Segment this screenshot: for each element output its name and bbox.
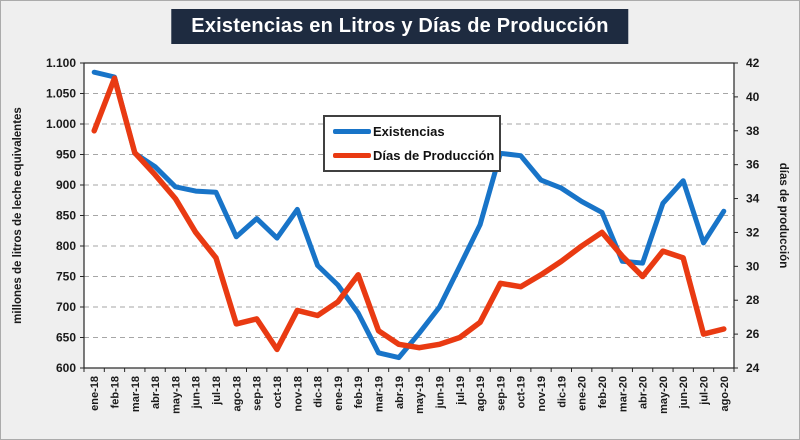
svg-text:jun-18: jun-18 <box>191 376 203 409</box>
svg-text:850: 850 <box>56 209 76 223</box>
svg-text:ene-18: ene-18 <box>89 376 101 411</box>
svg-text:oct-18: oct-18 <box>272 376 284 408</box>
svg-text:nov-18: nov-18 <box>292 376 304 411</box>
legend-label-existencias: Existencias <box>373 124 445 139</box>
y-axis-right-title: días de producción <box>777 163 789 268</box>
svg-text:dic-19: dic-19 <box>556 376 568 408</box>
svg-text:28: 28 <box>746 293 760 307</box>
x-axis-ticks <box>83 368 735 372</box>
svg-text:jul-20: jul-20 <box>699 376 711 406</box>
svg-text:900: 900 <box>56 178 76 192</box>
svg-text:feb-18: feb-18 <box>109 376 121 408</box>
y-axis-right-labels: 42 40 38 36 34 32 30 28 26 24 <box>746 56 760 375</box>
svg-text:abr-19: abr-19 <box>394 376 406 409</box>
svg-text:mar-18: mar-18 <box>130 376 142 412</box>
svg-text:feb-19: feb-19 <box>353 376 365 408</box>
svg-text:may-20: may-20 <box>658 376 670 414</box>
chart-title: Existencias en Litros y Días de Producci… <box>171 9 629 44</box>
svg-text:mar-19: mar-19 <box>374 376 386 412</box>
svg-text:42: 42 <box>746 56 760 70</box>
svg-text:mar-20: mar-20 <box>617 376 629 412</box>
svg-text:32: 32 <box>746 225 760 239</box>
svg-text:30: 30 <box>746 259 760 273</box>
legend-label-dias: Días de Producción <box>373 148 495 163</box>
svg-text:ago-18: ago-18 <box>231 376 243 411</box>
svg-text:abr-18: abr-18 <box>150 376 162 409</box>
svg-text:34: 34 <box>746 192 760 206</box>
svg-text:ene-19: ene-19 <box>333 376 345 411</box>
series-dias-produccion-line <box>91 75 727 353</box>
legend-item-existencias: Existencias <box>333 124 489 139</box>
svg-text:650: 650 <box>56 331 76 345</box>
svg-text:jul-18: jul-18 <box>211 376 223 406</box>
x-axis-labels: ene-18 feb-18 mar-18 abr-18 may-18 jun-18 jul-… <box>89 376 731 414</box>
svg-text:jul-19: jul-19 <box>455 376 467 406</box>
legend: Existencias Días de Producción <box>323 115 501 172</box>
svg-text:may-19: may-19 <box>414 376 426 414</box>
svg-text:oct-19: oct-19 <box>516 376 528 408</box>
svg-text:26: 26 <box>746 327 760 341</box>
svg-text:may-18: may-18 <box>170 376 182 414</box>
svg-text:38: 38 <box>746 124 760 138</box>
svg-text:700: 700 <box>56 300 76 314</box>
svg-text:ene-20: ene-20 <box>577 376 589 411</box>
legend-swatch-existencias <box>333 129 371 134</box>
svg-text:750: 750 <box>56 270 76 284</box>
svg-text:ago-19: ago-19 <box>475 376 487 411</box>
svg-text:800: 800 <box>56 239 76 253</box>
svg-text:1.000: 1.000 <box>46 117 76 131</box>
svg-text:ago-20: ago-20 <box>719 376 731 411</box>
svg-text:abr-20: abr-20 <box>638 376 650 409</box>
y-axis-left-labels: 1.100 1.050 1.000 950 900 850 800 750 700 650 600 <box>46 56 76 375</box>
svg-text:sep-18: sep-18 <box>252 376 264 411</box>
svg-text:600: 600 <box>56 361 76 375</box>
svg-text:jun-19: jun-19 <box>434 376 446 409</box>
svg-text:jun-20: jun-20 <box>678 376 690 409</box>
svg-text:24: 24 <box>746 361 760 375</box>
svg-text:1.100: 1.100 <box>46 56 76 70</box>
svg-text:1.050: 1.050 <box>46 87 76 101</box>
svg-text:nov-19: nov-19 <box>536 376 548 411</box>
svg-text:dic-18: dic-18 <box>313 376 325 408</box>
legend-item-dias: Días de Producción <box>333 148 494 163</box>
svg-text:950: 950 <box>56 148 76 162</box>
legend-swatch-dias <box>333 153 371 158</box>
svg-text:36: 36 <box>746 158 760 172</box>
svg-text:sep-19: sep-19 <box>495 376 507 411</box>
svg-text:40: 40 <box>746 90 760 104</box>
y-axis-left-title: millones de litros de leche equivalentes <box>12 107 24 324</box>
svg-text:feb-20: feb-20 <box>597 376 609 408</box>
